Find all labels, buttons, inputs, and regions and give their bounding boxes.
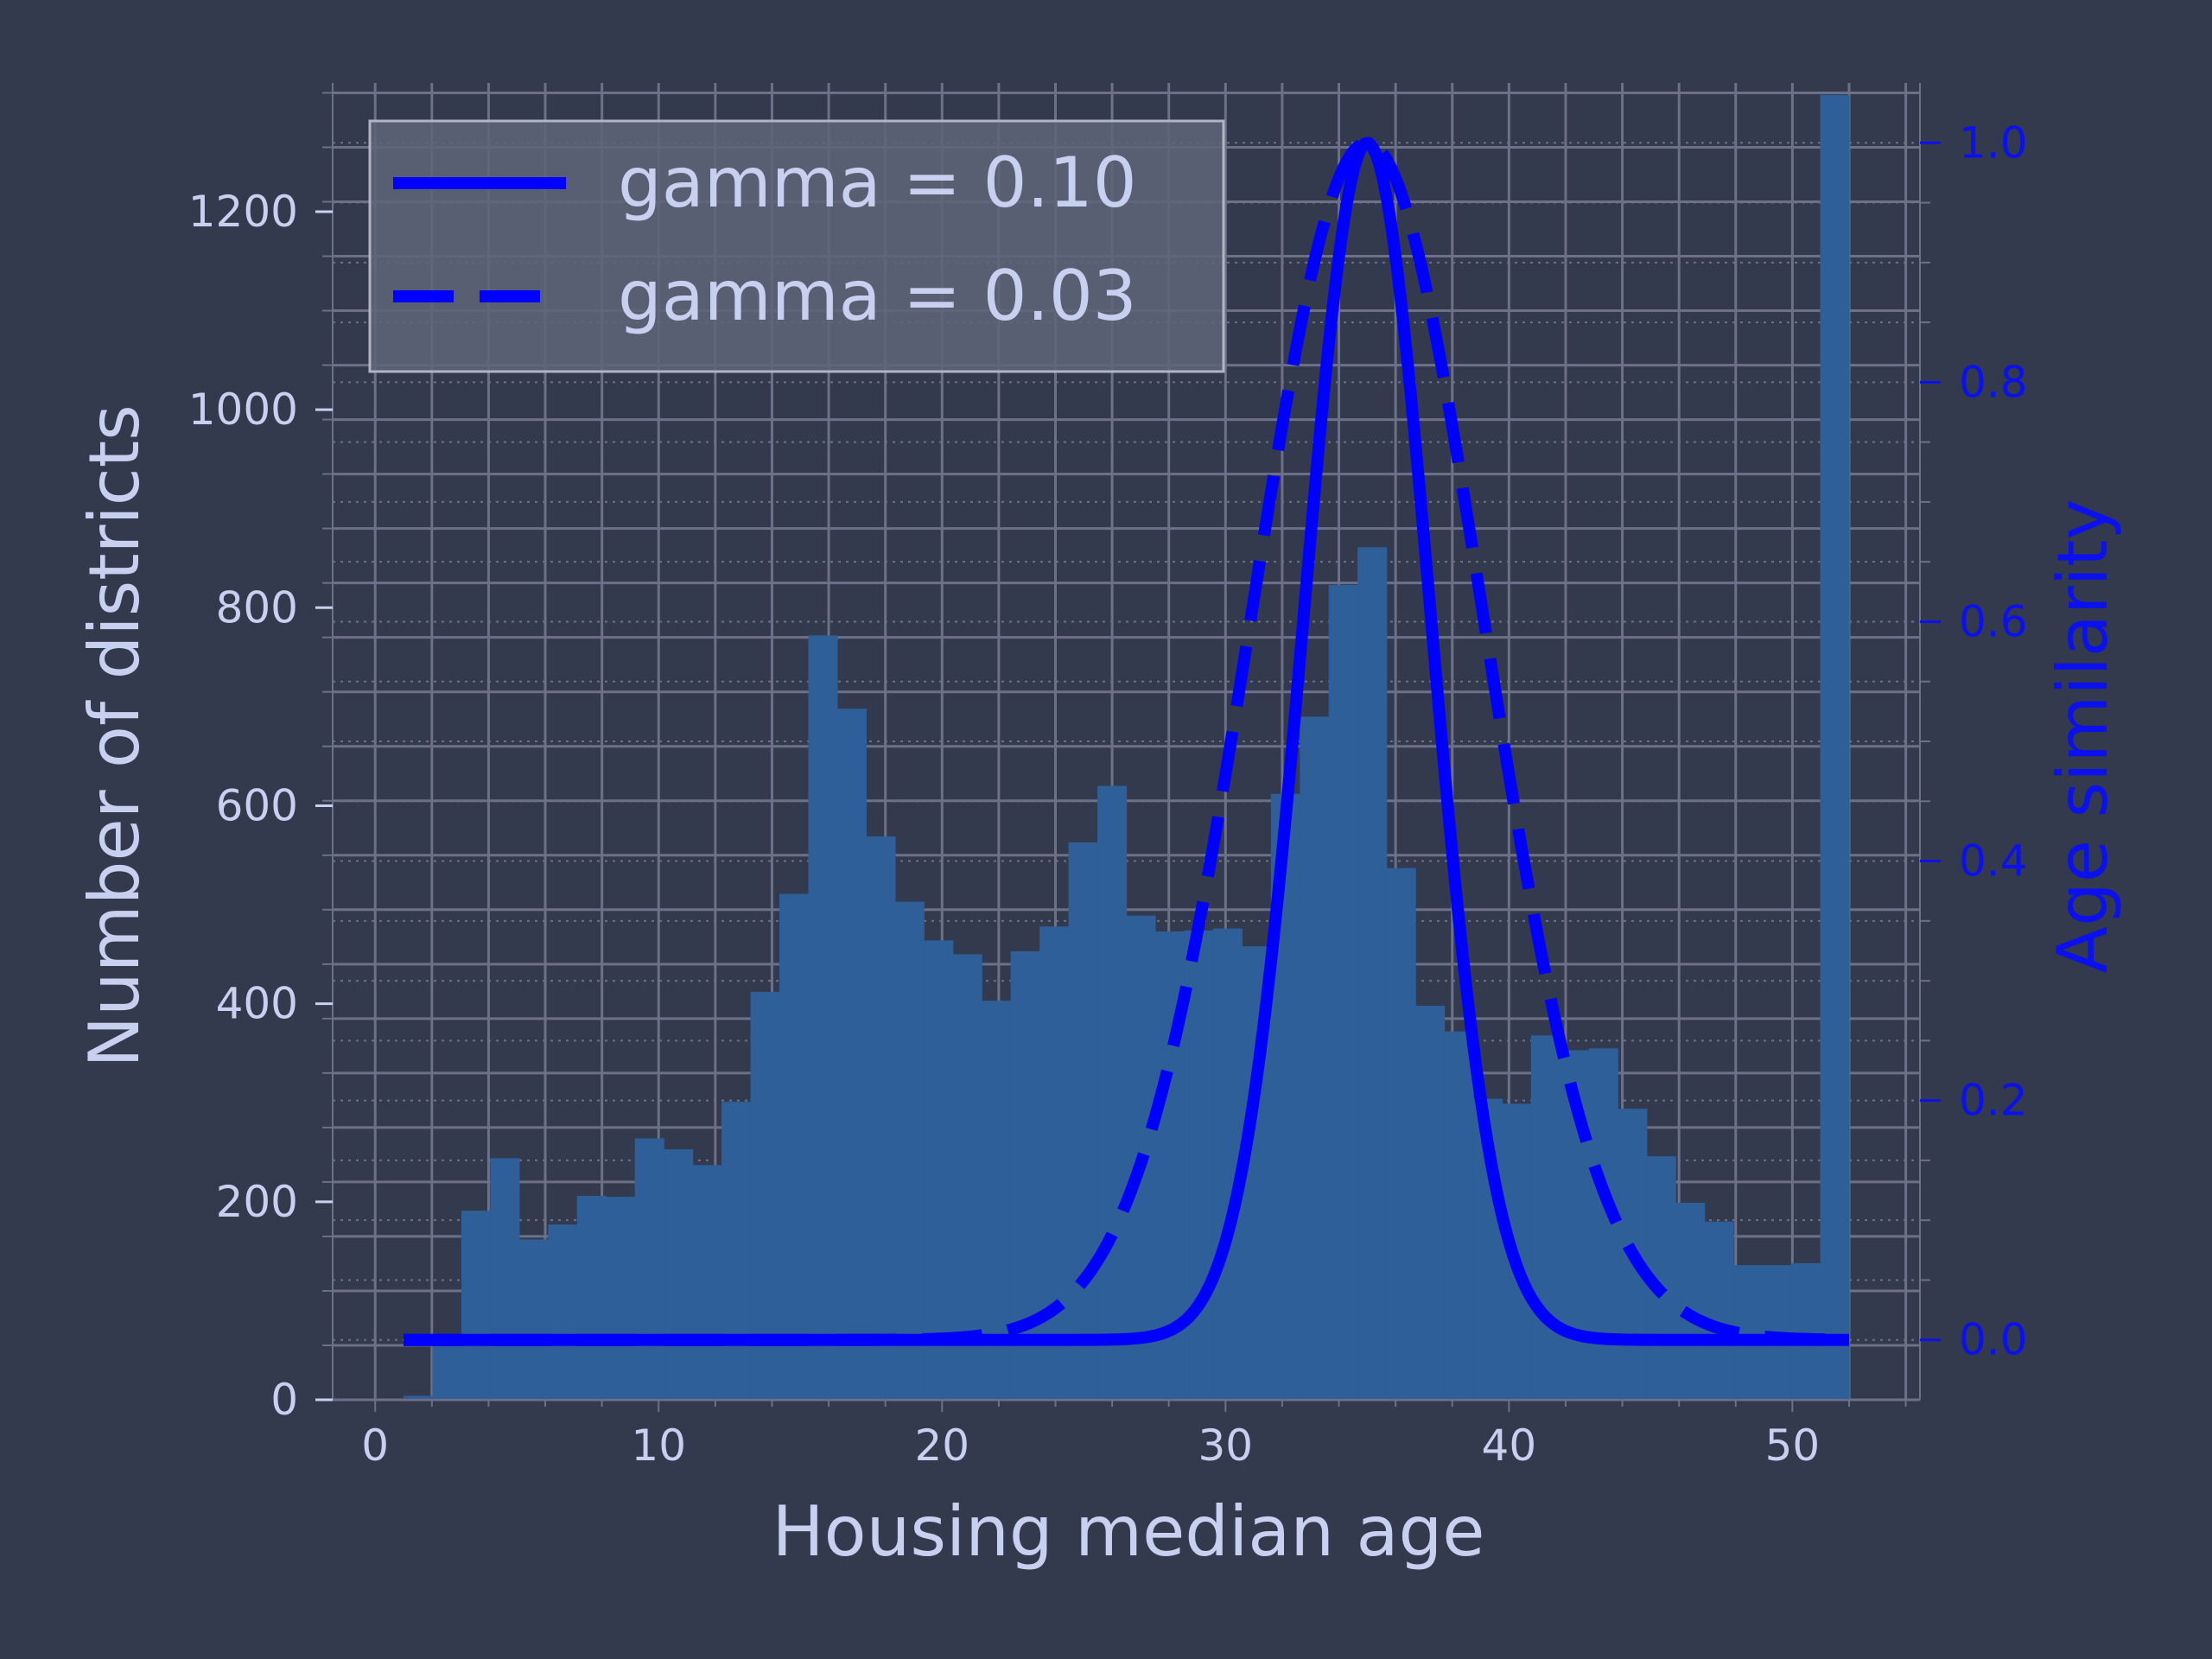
histogram-bar <box>1300 716 1330 1400</box>
histogram-bar <box>721 1102 752 1400</box>
histogram-bar <box>866 836 896 1400</box>
legend: gamma = 0.10 gamma = 0.03 <box>368 119 1225 373</box>
histogram-bar <box>432 1338 462 1400</box>
x-axis-label: Housing median age <box>772 1491 1485 1572</box>
histogram-bar <box>1357 547 1388 1400</box>
histogram-bar <box>1444 1031 1474 1400</box>
histogram-bar <box>1791 1262 1821 1400</box>
histogram-bar <box>664 1149 694 1400</box>
y-tick-label: 800 <box>216 582 298 632</box>
y-tick-label: 0 <box>270 1375 298 1425</box>
x-tick-label: 40 <box>1482 1421 1537 1471</box>
x-tick-label: 50 <box>1765 1421 1821 1471</box>
x-tick-label: 10 <box>631 1421 686 1471</box>
histogram-bar <box>461 1211 491 1400</box>
histogram-bar <box>808 635 838 1400</box>
histogram-bar <box>1068 842 1098 1400</box>
y-tick-label: 1200 <box>188 187 298 237</box>
histogram-bar <box>548 1224 578 1400</box>
histogram-bar <box>490 1158 520 1400</box>
histogram-bar <box>1039 926 1070 1400</box>
y-axis-label: Number of districts <box>74 404 155 1068</box>
axes: 0 10 20 30 40 50 0 200 400 600 800 1000 1200 0.0 0.2 0.… <box>188 83 2028 1471</box>
histogram-bar <box>1386 868 1416 1400</box>
histogram-bar <box>952 954 982 1400</box>
histogram-bar <box>576 1195 607 1400</box>
legend-label-gamma-010: gamma = 0.10 <box>618 143 1137 223</box>
histogram-bar <box>779 893 810 1400</box>
histogram-bar <box>692 1165 722 1400</box>
histogram-bar <box>1415 1005 1446 1400</box>
histogram-bar <box>1530 1035 1560 1400</box>
y2-tick-label: 0.8 <box>1959 357 2028 407</box>
histogram-bars <box>404 94 1850 1401</box>
histogram-bar <box>1328 584 1358 1400</box>
y-tick-label: 400 <box>216 979 298 1029</box>
histogram-bar <box>924 940 954 1400</box>
y2-axis-label: Age similarity <box>2043 499 2123 973</box>
similarity-curves <box>401 137 1852 1346</box>
histogram-bar <box>606 1197 636 1400</box>
histogram-bar <box>750 991 780 1400</box>
histogram-bar <box>404 1395 434 1400</box>
y2-tick-label: 1.0 <box>1959 118 2028 168</box>
similarity-curve-solid <box>401 137 1852 1346</box>
y2-tick-label: 0.0 <box>1959 1315 2028 1365</box>
x-tick-label: 0 <box>361 1421 389 1471</box>
histogram-bar <box>1675 1202 1706 1400</box>
histogram-bar <box>1097 785 1128 1400</box>
histogram-bar <box>1820 94 1850 1401</box>
x-tick-label: 20 <box>914 1421 969 1471</box>
legend-box <box>368 119 1225 373</box>
histogram-bar <box>518 1239 549 1400</box>
legend-label-gamma-003: gamma = 0.03 <box>618 256 1137 336</box>
y2-tick-label: 0.2 <box>1959 1076 2028 1126</box>
x-tick-label: 30 <box>1198 1421 1254 1471</box>
histogram-bar <box>894 901 925 1400</box>
histogram-bar <box>1588 1048 1618 1400</box>
histogram-bar <box>1704 1221 1734 1400</box>
y-tick-label: 200 <box>216 1177 298 1227</box>
similarity-curve-dashed <box>401 137 1852 1346</box>
y2-tick-label: 0.6 <box>1959 596 2028 646</box>
histogram-bar <box>836 709 867 1400</box>
histogram-bar <box>634 1138 664 1400</box>
y2-tick-label: 0.4 <box>1959 836 2028 887</box>
y-tick-label: 600 <box>216 780 298 830</box>
y-tick-label: 1000 <box>188 385 298 435</box>
histogram-bar <box>982 1001 1012 1400</box>
